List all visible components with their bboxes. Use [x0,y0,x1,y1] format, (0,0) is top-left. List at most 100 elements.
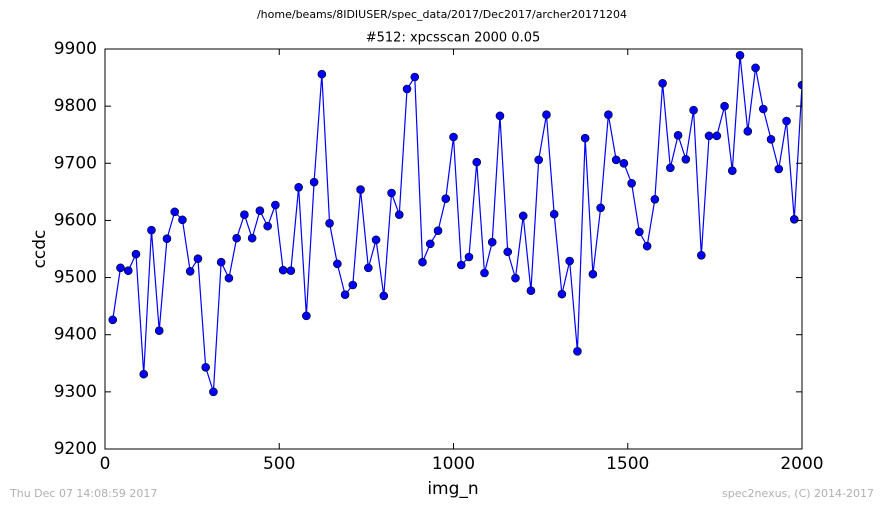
data-point [418,257,427,267]
x-tick-label: 1500 [606,454,649,474]
data-point [495,111,505,121]
y-tick-label: 9700 [54,153,97,173]
data-point [557,289,567,299]
data-point [356,185,365,194]
y-tick-label: 9500 [54,268,97,288]
data-point [224,273,234,283]
data-point [511,273,520,283]
data-point [302,311,311,321]
data-point [526,286,536,296]
y-tick-label: 9200 [54,439,97,459]
data-point [689,105,698,115]
data-point [673,130,683,140]
data-point [278,265,288,275]
data-point [216,257,226,267]
data-point [255,206,265,216]
data-point [774,164,784,174]
y-axis-label: ccdc [30,230,50,269]
data-point [611,155,621,165]
data-point [720,101,729,111]
y-tick-label: 9400 [54,325,97,345]
data-point [348,280,358,290]
data-point [797,80,802,90]
data-point [743,126,753,136]
data-point [232,233,241,243]
data-point [131,249,141,259]
data-point [147,225,156,235]
data-point [464,252,474,262]
data-point [162,234,172,244]
data-point [263,221,272,231]
data-point [487,237,497,247]
data-point [309,177,319,187]
data-point [271,200,280,210]
data-point [108,315,118,325]
data-point [201,362,210,372]
data-point [240,210,249,220]
data-point [658,78,667,88]
data-point [751,63,760,73]
data-point [116,263,125,273]
data-point [735,50,745,60]
data-point [247,233,257,243]
footer-right: spec2nexus, (C) 2014-2017 [722,487,874,500]
data-point [542,110,551,120]
data-point [333,259,342,269]
data-point [642,241,652,251]
data-point [364,263,373,273]
data-line [112,55,802,393]
data-point [789,214,799,224]
data-point [573,346,582,356]
data-point [619,158,629,168]
data-point [371,235,381,245]
data-point [704,131,714,141]
suptitle: /home/beams/8IDIUSER/spec_data/2017/Dec2… [257,8,627,21]
data-point [178,215,187,225]
data-point [712,131,722,141]
data-point [402,84,412,94]
data-point [449,132,458,142]
data-point [635,227,644,237]
data-point [627,178,636,188]
data-point [170,207,179,217]
y-tick-label: 9800 [54,96,97,116]
data-point [456,260,466,270]
y-tick-label: 9600 [54,210,97,230]
data-point [480,268,489,278]
data-point [294,182,303,192]
x-tick-label: 1000 [432,454,475,474]
plot-area [108,50,802,397]
data-point [650,194,660,204]
data-point [154,326,164,336]
data-point [379,291,389,301]
y-tick-label: 9900 [54,39,97,59]
data-point [317,69,327,79]
data-point [534,155,543,165]
data-point [394,210,404,220]
data-point [596,203,605,213]
data-point [472,157,482,167]
chart-title: #512: xpcsscan 2000 0.05 [366,31,541,46]
data-point [193,254,203,264]
data-point [209,387,218,397]
x-axis-label: img_n [427,479,478,499]
data-point [286,266,296,276]
data-point [782,116,791,126]
x-tick-label: 0 [100,454,111,474]
data-point [425,239,435,249]
data-point [325,218,334,228]
data-point [441,194,451,204]
data-point [410,72,420,82]
data-point [565,256,574,266]
data-point [588,269,598,279]
data-point [727,166,737,176]
data-point [697,250,706,260]
x-tick-label: 500 [263,454,295,474]
data-point [139,369,149,379]
data-point [666,163,675,173]
y-tick-label: 9300 [54,382,97,402]
data-point [433,226,443,236]
data-point [340,290,350,300]
data-point [185,266,195,276]
